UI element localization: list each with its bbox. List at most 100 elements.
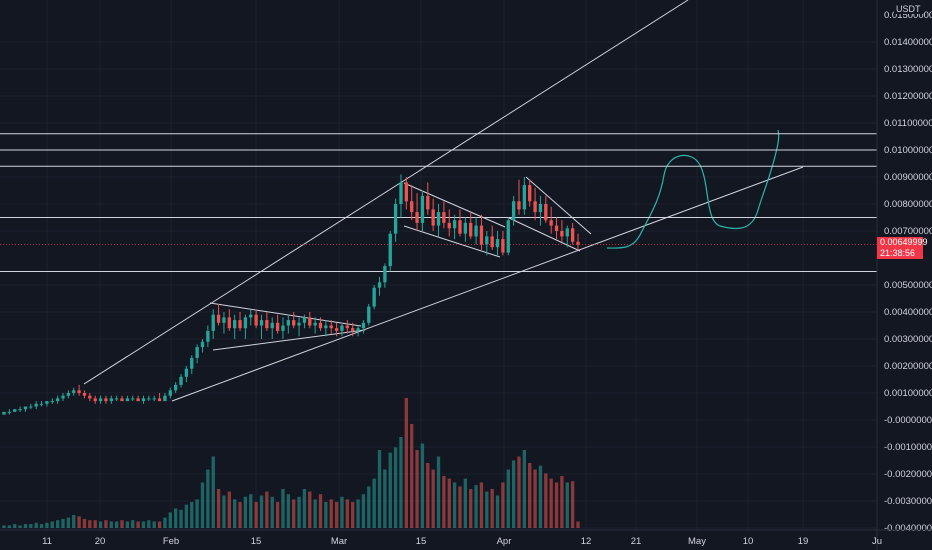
volume-bar [549,478,553,528]
volume-bar [163,517,167,528]
volume-bar [275,502,280,528]
volume-bar [431,469,435,528]
candle-body [372,287,376,307]
volume-bar [66,517,71,528]
volume-bar [426,463,430,528]
candle-body [200,341,205,348]
candle-body [254,314,258,326]
candle-body [39,403,44,405]
volume-bar [29,524,33,528]
volume-bar [292,499,296,528]
volume-bar [442,476,446,528]
volume-bar [50,521,54,528]
candle-body [345,325,349,329]
volume-bar [388,452,392,528]
volume-bar [265,491,269,528]
candle-body [50,401,54,403]
candle-body [474,225,478,237]
candle-body [544,204,548,221]
mar-flag-bottom[interactable] [403,225,501,258]
candle-body [383,266,387,283]
candle-body [233,320,237,329]
volume-bar [393,447,398,528]
candle-body [34,403,38,407]
time-tick: 21 [631,536,642,547]
candle-body [238,320,242,329]
price-tick: -0.00000000 [884,415,932,426]
apr-flag-top[interactable] [525,176,592,235]
volume-bar [286,494,290,528]
volume-bar [469,489,473,528]
candle-body [528,185,532,202]
volume-bar [200,482,205,528]
volume-bar [120,520,124,528]
candle-body [292,320,296,326]
candle-body [227,317,231,329]
candle-body [329,325,333,329]
price-tick: -0.00400000 [884,523,932,534]
candle-body [324,325,328,329]
volume-bar [109,521,113,528]
price-tick: 0.00200000 [884,361,932,372]
volume-bar [329,499,333,528]
candle-body [522,185,527,210]
volume-bar [544,473,548,528]
volume-bar [420,443,425,528]
currency-label: USDT [894,4,923,14]
candle-body [281,325,285,331]
feb-triangle-bottom[interactable] [212,329,366,351]
time-axis[interactable]: 11 20 Feb 15 Mar 15 Apr 12 21 May 10 19 Ju [0,529,932,547]
candle-body [442,212,446,223]
volume-bar [39,524,44,528]
projection-path[interactable] [606,129,780,249]
volume-bar [351,502,355,528]
time-tick: 20 [95,536,106,547]
volume-bar [7,525,12,528]
candle-body [426,195,430,210]
volume-bar [227,491,231,528]
candle-body [179,376,183,385]
price-tick: 0.00300000 [884,334,932,345]
volume-bar [324,502,328,528]
candle-body [469,222,473,237]
price-axis[interactable]: 0.01400000 0.01300000 0.01200000 0.01100000… [876,0,932,550]
lower-trendline[interactable] [171,166,804,402]
candle-body [393,204,398,234]
apr-flag-bottom[interactable] [508,217,581,252]
volume-bar [88,520,92,528]
volume-bar [340,496,344,528]
candle-body [45,401,49,404]
candle-body [66,393,71,396]
volume-bar [281,489,285,528]
volume-bar [372,478,376,528]
candle-body [152,398,156,400]
volume-bar [297,496,301,528]
mar-flag-top[interactable] [403,182,506,228]
candle-body [565,228,569,237]
candles [2,174,580,415]
candle-body [77,390,81,393]
volume-bar [98,521,103,528]
upper-trendline[interactable] [83,0,689,385]
candle-body [410,201,414,213]
candle-body [361,322,366,329]
price-tick: -0.00100000 [884,442,932,453]
candle-body [463,222,468,234]
candle-body [458,220,462,234]
candle-body [479,225,484,245]
candle-body [533,201,537,213]
price-tick: 0.00900000 [884,172,932,183]
candle-body [420,195,425,223]
candle-body [7,411,12,413]
volume-bar [206,469,210,528]
volume-bar [157,521,162,528]
candle-body [554,225,559,231]
candle-body [125,398,130,402]
feb-triangle-top[interactable] [209,302,362,327]
volume-bar [538,465,543,528]
candle-body [495,239,500,248]
candle-body [163,395,167,402]
horizontal-levels [0,133,877,272]
candle-body [216,314,221,323]
